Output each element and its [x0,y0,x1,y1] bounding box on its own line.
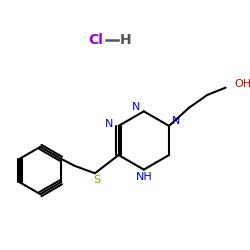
Text: N: N [172,116,180,126]
Text: S: S [93,174,100,184]
Text: H: H [120,33,132,47]
Text: OH: OH [234,79,250,89]
Text: N: N [105,119,114,129]
Text: N: N [132,102,141,112]
Text: Cl: Cl [88,33,103,47]
Text: NH: NH [136,172,153,182]
